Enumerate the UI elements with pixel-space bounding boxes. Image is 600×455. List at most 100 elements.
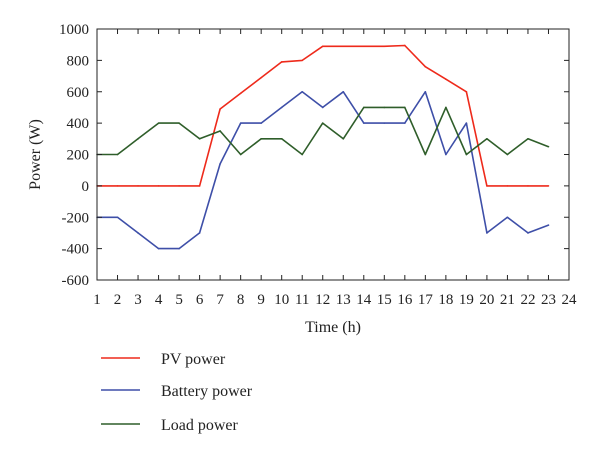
x-tick-label: 10 (274, 292, 289, 308)
load-power-legend-label: Load power (161, 417, 239, 434)
pv-power-point (547, 185, 550, 187)
pv-power-point (404, 44, 406, 47)
y-tick-label: -400 (62, 242, 90, 258)
x-axis-title: Time (h) (305, 319, 361, 336)
battery-power-point (506, 216, 509, 219)
battery-power-legend-label: Battery power (161, 383, 253, 400)
x-tick-label: 8 (237, 292, 245, 308)
x-axis-ticks: 1 2 3 4 5 6 7 8 9 10 11 12 13 14 15 16 17 18 19 20 21 22 23 24 (93, 29, 577, 308)
battery-power-point (342, 90, 345, 93)
battery-power-point (445, 153, 447, 156)
y-tick-label: 1000 (59, 22, 89, 38)
load-power-point (137, 138, 139, 140)
battery-power-point (383, 122, 386, 124)
x-tick-label: 13 (336, 292, 351, 308)
load-power-point (301, 153, 304, 156)
load-power-point (383, 106, 386, 109)
pv-power-legend-label: PV power (161, 351, 226, 368)
battery-power-point (486, 232, 488, 234)
pv-power-point (342, 45, 345, 48)
plot-lines (96, 44, 550, 250)
load-power-point (465, 153, 468, 156)
x-tick-label: 15 (377, 292, 392, 308)
pv-power-point (506, 185, 509, 187)
pv-power-point (424, 65, 427, 68)
x-tick-label: 21 (500, 292, 515, 308)
pv-power-point (239, 92, 242, 95)
y-axis-ticks: -600 -400 -200 0 200 400 600 800 1000 (59, 22, 569, 289)
x-tick-label: 24 (562, 292, 578, 308)
x-tick-label: 14 (356, 292, 372, 308)
pv-power-point (321, 45, 324, 48)
load-power-point (198, 138, 201, 140)
battery-power-point (301, 90, 304, 93)
load-power-point (527, 138, 529, 140)
battery-power-point (465, 122, 468, 124)
battery-power-point (404, 122, 406, 124)
x-tick-label: 18 (438, 292, 453, 308)
y-tick-label: 0 (82, 179, 90, 195)
x-tick-label: 5 (175, 292, 183, 308)
x-tick-label: 12 (315, 292, 330, 308)
battery-power-point (527, 232, 529, 234)
load-power-point (424, 153, 427, 156)
battery-power-point (280, 106, 283, 109)
x-tick-label: 2 (114, 292, 122, 308)
x-tick-label: 1 (93, 292, 101, 308)
load-power-point (506, 153, 509, 156)
pv-power-point (198, 185, 201, 187)
x-tick-label: 7 (216, 292, 224, 308)
battery-power-point (424, 90, 427, 93)
battery-power-point (321, 106, 324, 109)
y-tick-label: -200 (62, 210, 90, 226)
load-power-point (445, 106, 447, 109)
load-power-point (342, 138, 345, 140)
y-tick-label: 400 (67, 116, 90, 132)
battery-power-point (239, 122, 242, 124)
battery-power-line (97, 91, 549, 250)
battery-power-point (260, 122, 262, 124)
x-tick-label: 23 (541, 292, 556, 308)
x-tick-label: 11 (295, 292, 309, 308)
y-tick-label: -600 (62, 273, 90, 289)
battery-power-point (219, 163, 221, 165)
pv-power-point (445, 78, 447, 80)
battery-power-point (157, 247, 160, 250)
plot-frame (96, 28, 570, 281)
x-tick-label: 9 (257, 292, 265, 308)
pv-power-point (137, 185, 139, 187)
load-power-point (219, 130, 221, 132)
load-power-line (97, 106, 549, 156)
pv-power-point (280, 61, 283, 63)
y-tick-label: 600 (67, 85, 90, 101)
battery-power-point (362, 122, 365, 124)
load-power-point (362, 106, 365, 109)
battery-power-point (547, 224, 550, 226)
pv-power-point (383, 45, 386, 48)
legend: PV power Battery power Load power (101, 351, 253, 434)
y-tick-label: 800 (67, 53, 90, 69)
battery-power-point (198, 232, 201, 234)
load-power-point (157, 122, 160, 124)
x-tick-label: 20 (479, 292, 494, 308)
load-power-point (321, 122, 324, 124)
load-power-point (547, 145, 550, 148)
pv-power-point (527, 185, 529, 187)
x-tick-label: 22 (520, 292, 535, 308)
pv-power-point (465, 90, 468, 93)
load-power-point (116, 153, 119, 156)
battery-power-point (137, 232, 139, 234)
battery-power-point (178, 247, 180, 250)
y-axis-title: Power (W) (27, 119, 44, 190)
x-tick-label: 4 (155, 292, 163, 308)
load-power-point (404, 106, 406, 109)
pv-power-point (486, 185, 488, 187)
x-tick-label: 17 (418, 292, 434, 308)
load-power-point (239, 153, 242, 156)
battery-power-point (116, 216, 119, 219)
pv-power-point (260, 76, 262, 79)
pv-power-point (116, 185, 119, 187)
pv-power-point (219, 108, 221, 110)
pv-power-line (97, 44, 549, 187)
